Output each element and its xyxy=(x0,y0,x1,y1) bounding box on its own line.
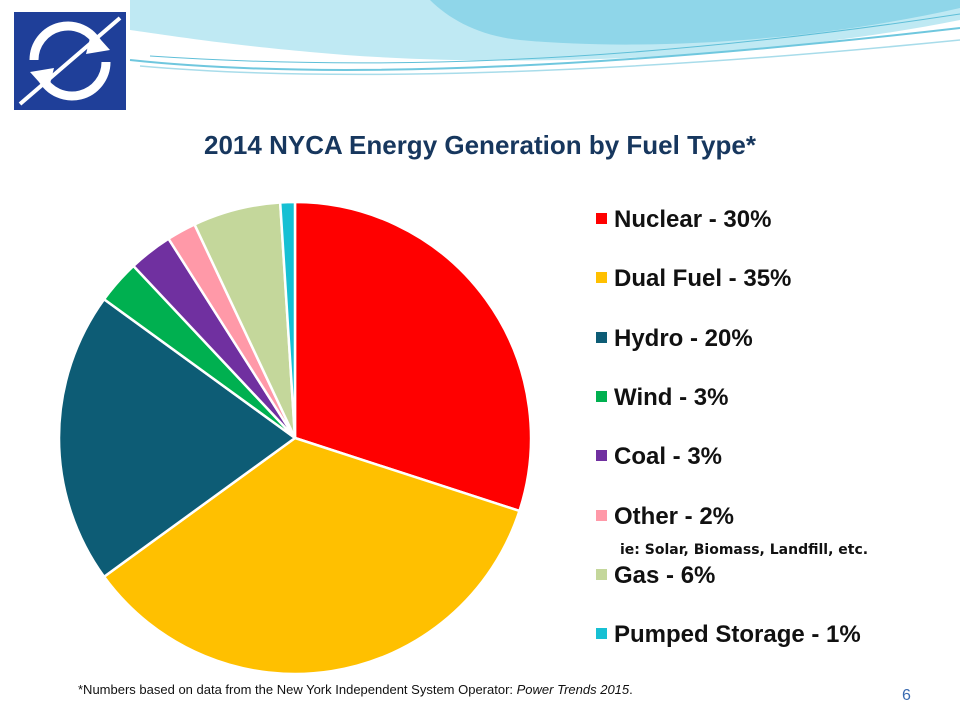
footnote-text: *Numbers based on data from the New York… xyxy=(78,682,517,697)
footnote-end: . xyxy=(629,682,633,697)
logo-slash xyxy=(18,16,122,106)
legend-item-5: Other - 2% xyxy=(596,503,734,531)
legend-item-1: Dual Fuel - 35% xyxy=(596,265,791,293)
pie-slice-0 xyxy=(293,200,533,513)
legend-swatch-3 xyxy=(596,391,607,403)
legend-item-4: Coal - 3% xyxy=(596,443,722,471)
legend-label-0: Nuclear - 30% xyxy=(614,206,772,233)
legend-swatch-1 xyxy=(596,272,607,284)
pie-slice-1 xyxy=(102,436,522,676)
logo-arrow-upper-head xyxy=(86,30,110,54)
footnote-source: Power Trends 2015 xyxy=(516,682,630,697)
legend-note-other: ie: Solar, Biomass, Landfill, etc. xyxy=(620,542,869,558)
legend-swatch-7 xyxy=(596,628,607,640)
legend-item-3: Wind - 3% xyxy=(596,384,728,412)
legend-item-6: Gas - 6% xyxy=(596,562,715,590)
legend-swatch-0 xyxy=(596,213,607,225)
legend-label-2: Hydro - 20% xyxy=(614,324,753,352)
legend-label-5: Other - 2% xyxy=(614,502,735,530)
legend-item-2: Hydro - 20% xyxy=(596,325,753,353)
logo xyxy=(14,12,126,110)
legend-swatch-2 xyxy=(596,331,607,343)
legend-label-4: Coal - 3% xyxy=(614,443,723,471)
footnote: *Numbers based on data from the New York… xyxy=(78,682,633,697)
header-wave-graphic xyxy=(14,0,960,110)
legend-swatch-6 xyxy=(596,568,607,580)
legend-label-7: Pumped Storage - 1% xyxy=(614,621,861,649)
legend-item-0: Nuclear - 30% xyxy=(596,206,771,234)
logo-arrow-lower xyxy=(38,61,111,101)
legend-label-3: Wind - 3% xyxy=(614,383,729,411)
legend-label-6: Gas - 6% xyxy=(614,561,716,589)
header-wave-line xyxy=(129,27,960,71)
chart-title: 2014 NYCA Energy Generation by Fuel Type… xyxy=(204,130,756,160)
pie-slice-7 xyxy=(278,200,297,439)
header-wave-line xyxy=(149,13,960,64)
pie-slice-2 xyxy=(57,297,298,579)
legend-label-1: Dual Fuel - 35% xyxy=(614,265,792,293)
logo-arrow-lower-head xyxy=(30,68,54,92)
logo-arrow-upper xyxy=(29,21,102,61)
legend-swatch-4 xyxy=(596,450,607,462)
legend-item-7: Pumped Storage - 1% xyxy=(596,621,861,649)
pie-chart xyxy=(57,200,533,676)
header-wave-band-deep xyxy=(430,0,960,45)
page-number: 6 xyxy=(902,687,911,704)
legend-swatch-5 xyxy=(596,509,607,521)
header-wave-line xyxy=(139,39,960,76)
